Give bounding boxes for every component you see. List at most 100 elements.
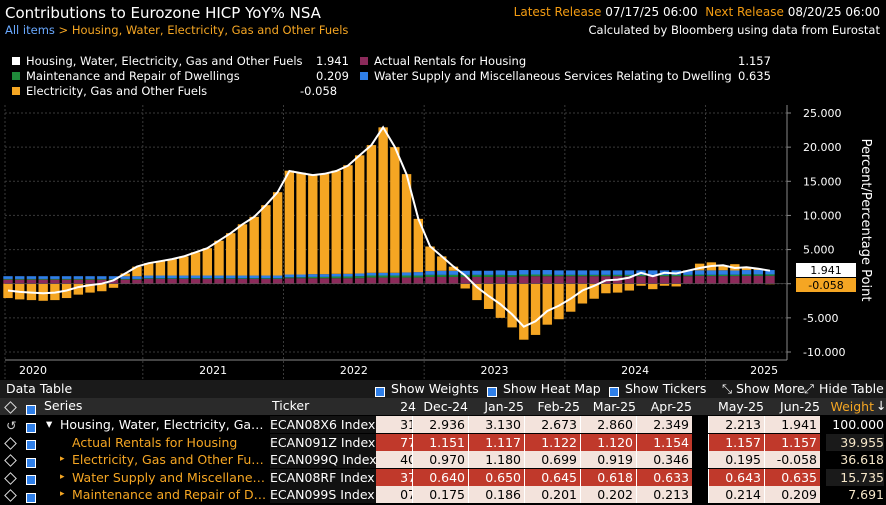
table-row[interactable]: Actual Rentals for Housing ECAN091Z Index… xyxy=(0,433,886,452)
table-row[interactable]: ▸ Water Supply and Miscellane… ECAN08RF In… xyxy=(0,468,886,487)
row-month-value: 2.673 xyxy=(524,416,580,433)
select-all-checkbox[interactable] xyxy=(26,401,36,416)
bar-segment xyxy=(460,283,470,289)
row-series-name[interactable]: Electricity, Gas and Other Fu… xyxy=(72,452,264,468)
row-action-icon[interactable] xyxy=(4,436,17,451)
legend-swatch xyxy=(360,57,368,65)
bar-segment xyxy=(706,270,717,275)
table-row[interactable]: ▸ Electricity, Gas and Other Fu… ECAN099Q … xyxy=(0,451,886,469)
bar-segment xyxy=(237,275,248,279)
row-weight: 7.691 xyxy=(826,486,884,504)
bar-segment xyxy=(61,276,72,279)
bar-segment xyxy=(542,274,552,277)
show-heat-map-label[interactable]: Show Heat Map xyxy=(503,381,601,396)
show-heat-map-checkbox[interactable] xyxy=(487,383,497,398)
col-month[interactable]: May-25 xyxy=(717,399,764,414)
bar-segment xyxy=(272,192,283,276)
y-tick-label: -5.000 xyxy=(803,312,838,325)
bar-segment xyxy=(296,278,306,284)
legend-value: 0.635 xyxy=(738,69,771,83)
table-row[interactable]: ↺ ▾ Housing, Water, Electricity, Ga… ECAN08… xyxy=(0,416,886,433)
legend-item-actual-rentals[interactable]: Actual Rentals for Housing xyxy=(360,54,526,68)
row-checkbox[interactable] xyxy=(26,472,36,487)
row-ticker[interactable]: ECAN091Z Index xyxy=(270,433,376,451)
y-axis-label: Percent/Percentage Point xyxy=(858,139,873,302)
hide-table-button[interactable]: Hide Table xyxy=(819,381,884,396)
collapse-icon[interactable]: ▾ xyxy=(46,416,53,431)
col-month[interactable]: Dec-24 xyxy=(423,399,468,414)
col-month[interactable]: Jan-25 xyxy=(484,399,524,414)
sort-desc-icon[interactable]: ↓ xyxy=(876,398,886,413)
bar-segment xyxy=(15,278,25,280)
row-checkbox[interactable] xyxy=(26,419,36,434)
bar-segment xyxy=(507,270,517,276)
col-month[interactable]: Mar-25 xyxy=(592,399,636,414)
row-month-value: 0.919 xyxy=(580,451,636,469)
bar-segment xyxy=(718,270,728,275)
row-expand-all-icon[interactable] xyxy=(4,400,17,415)
bar-segment xyxy=(472,276,482,284)
row-series-name[interactable]: Housing, Water, Electricity, Ga… xyxy=(60,417,264,432)
bar-segment xyxy=(648,276,658,284)
y-tick-label: 10.000 xyxy=(803,209,842,222)
legend: Housing, Water, Electricity, Gas and Oth… xyxy=(0,50,886,102)
calculation-note: Calculated by Bloomberg using data from … xyxy=(588,23,880,37)
row-series-name[interactable]: Actual Rentals for Housing xyxy=(72,434,238,450)
legend-item-housing[interactable]: Housing, Water, Electricity, Gas and Oth… xyxy=(12,54,303,68)
show-more-button[interactable]: Show More xyxy=(736,381,805,396)
show-tickers-label[interactable]: Show Tickers xyxy=(625,381,707,396)
show-weights-label[interactable]: Show Weights xyxy=(391,381,479,396)
col-ticker[interactable]: Ticker xyxy=(272,398,310,413)
bar-segment xyxy=(718,265,728,271)
col-month[interactable]: Feb-25 xyxy=(537,399,580,414)
legend-item-maintenance[interactable]: Maintenance and Repair of Dwellings xyxy=(12,69,240,83)
row-ticker[interactable]: ECAN099S Index xyxy=(270,486,376,504)
col-prev-month[interactable]: 24 xyxy=(400,399,416,414)
legend-item-water-supply[interactable]: Water Supply and Miscellaneous Services … xyxy=(360,69,732,83)
show-weights-checkbox[interactable] xyxy=(375,383,385,398)
expand-icon[interactable]: ▸ xyxy=(60,471,65,482)
bar-segment xyxy=(120,279,130,284)
row-series-name[interactable]: Maintenance and Repair of D… xyxy=(72,487,267,503)
col-month[interactable]: Jun-25 xyxy=(780,399,820,414)
row-action-icon[interactable] xyxy=(4,471,17,486)
bar-segment xyxy=(73,283,84,295)
legend-item-electricity[interactable]: Electricity, Gas and Other Fuels xyxy=(12,84,207,98)
bar-segment xyxy=(425,246,435,272)
breadcrumb-current[interactable]: Housing, Water, Electricity, Gas and Oth… xyxy=(71,23,349,37)
col-weight[interactable]: Weight xyxy=(830,399,874,414)
row-action-icon[interactable] xyxy=(4,488,17,503)
row-checkbox[interactable] xyxy=(26,489,36,504)
bar-segment xyxy=(425,276,435,284)
bar-segment xyxy=(190,278,201,279)
breadcrumb-all-items[interactable]: All items xyxy=(5,23,55,37)
bar-segment xyxy=(519,283,529,340)
col-series[interactable]: Series xyxy=(44,398,83,413)
row-ticker[interactable]: ECAN099Q Index xyxy=(270,451,377,469)
show-tickers-checkbox[interactable] xyxy=(609,383,619,398)
bar-segment xyxy=(425,274,435,277)
expand-icon[interactable]: ▸ xyxy=(60,489,65,500)
row-ticker[interactable]: ECAN08X6 Index xyxy=(270,416,376,433)
bar-segment xyxy=(390,277,400,284)
row-checkbox[interactable] xyxy=(26,437,36,452)
row-series-name[interactable]: Water Supply and Miscellane… xyxy=(72,469,266,485)
bar-segment xyxy=(694,274,705,276)
row-action-icon[interactable]: ↺ xyxy=(6,418,17,433)
hide-table-icon[interactable]: ⤢ xyxy=(804,381,815,396)
row-action-icon[interactable] xyxy=(4,453,17,468)
col-month[interactable]: Apr-25 xyxy=(650,399,692,414)
row-checkbox[interactable] xyxy=(26,454,36,469)
row-month-value: 3.130 xyxy=(468,416,524,433)
bar-segment xyxy=(495,283,506,318)
expand-icon[interactable]: ▸ xyxy=(60,454,65,465)
bar-segment xyxy=(355,276,365,279)
row-month-value: 0.175 xyxy=(412,486,468,504)
bar-segment xyxy=(343,278,353,284)
legend-label: Actual Rentals for Housing xyxy=(374,54,527,68)
bar-segment xyxy=(753,275,763,284)
table-row[interactable]: ▸ Maintenance and Repair of D… ECAN099S In… xyxy=(0,486,886,504)
show-more-icon[interactable]: ⤡ xyxy=(722,381,733,396)
row-ticker[interactable]: ECAN08RF Index xyxy=(270,468,376,486)
bar-segment xyxy=(85,283,95,293)
